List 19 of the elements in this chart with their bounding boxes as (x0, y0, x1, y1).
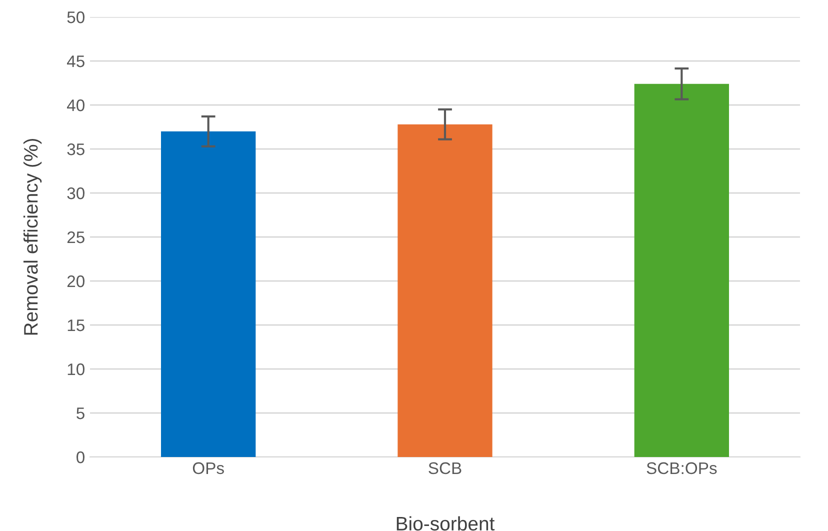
bar (398, 124, 492, 457)
x-tick-label: OPs (192, 462, 224, 474)
y-tick-label: 45 (66, 56, 84, 68)
y-tick-label: 40 (66, 99, 84, 112)
x-tick-label: SCB:OPs (646, 462, 717, 474)
y-tick-label: 0 (76, 451, 84, 464)
y-tick-label: 10 (68, 363, 84, 376)
y-tick-label: 15 (68, 320, 84, 332)
x-axis-title: Bio-sorbent (396, 516, 495, 531)
y-tick-label: 5 (76, 408, 84, 420)
bar (161, 131, 256, 457)
y-tick-label: 35 (67, 143, 84, 156)
y-tick-label: 20 (67, 275, 84, 288)
x-tick-label: SCB (428, 462, 462, 474)
y-tick-label: 30 (67, 187, 84, 200)
y-axis-title: Removal efficiency (%) (23, 138, 42, 335)
bar (634, 84, 729, 457)
y-tick-label: 25 (67, 231, 84, 244)
y-tick-label: 50 (67, 11, 84, 24)
